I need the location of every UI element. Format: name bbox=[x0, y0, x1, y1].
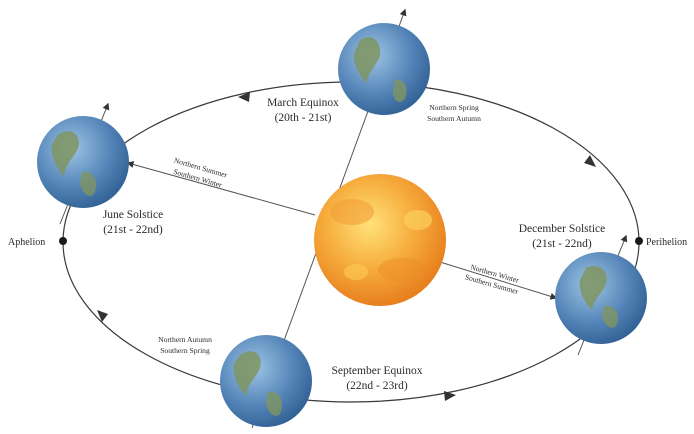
june-sunlight-arrow bbox=[126, 161, 316, 216]
september-hemi-north: Northern Autumn bbox=[158, 335, 212, 344]
march-hemi-south: Southern Autumn bbox=[427, 114, 481, 123]
march-dates: (20th - 21st) bbox=[275, 112, 332, 124]
december-title: December Solstice bbox=[519, 223, 606, 235]
perihelion-label: Perihelion bbox=[646, 237, 687, 248]
perihelion-marker bbox=[635, 237, 643, 245]
march-title: March Equinox bbox=[267, 97, 339, 109]
aphelion-marker bbox=[59, 237, 67, 245]
june-earth bbox=[37, 116, 129, 208]
orbit-direction-arrows bbox=[97, 92, 596, 401]
september-title: September Equinox bbox=[331, 365, 422, 377]
sun bbox=[314, 174, 446, 306]
september-hemi-south: Southern Spring bbox=[160, 346, 210, 355]
march-hemi-north: Northern Spring bbox=[429, 103, 479, 112]
december-dates: (21st - 22nd) bbox=[532, 238, 592, 250]
december-earth bbox=[555, 252, 647, 344]
september-dates: (22nd - 23rd) bbox=[346, 380, 407, 392]
march-earth bbox=[338, 23, 430, 115]
december-sunlight-arrow bbox=[439, 261, 558, 300]
september-earth bbox=[220, 335, 312, 427]
aphelion-label: Aphelion bbox=[8, 237, 45, 248]
june-title: June Solstice bbox=[103, 209, 163, 221]
june-dates: (21st - 22nd) bbox=[103, 224, 163, 236]
